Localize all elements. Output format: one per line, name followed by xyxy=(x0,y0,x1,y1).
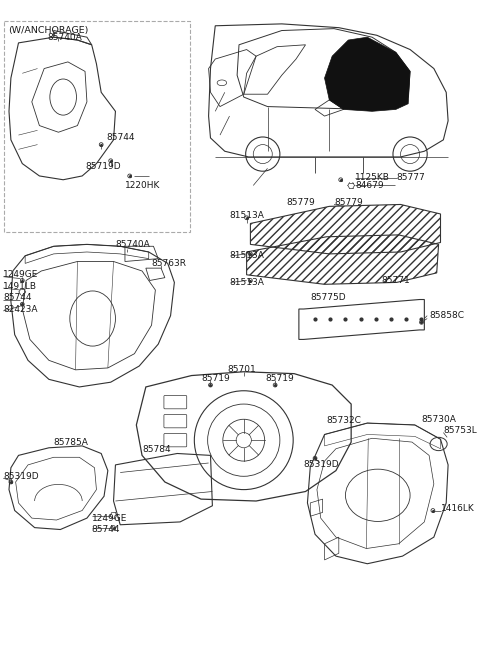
Text: 81513A: 81513A xyxy=(229,212,264,220)
Text: 85753L: 85753L xyxy=(444,426,477,435)
Text: 85744: 85744 xyxy=(3,293,32,302)
Text: 1249GE: 1249GE xyxy=(92,514,127,522)
Text: 85775D: 85775D xyxy=(310,293,346,302)
Text: 85319D: 85319D xyxy=(3,472,39,481)
Text: 1416LK: 1416LK xyxy=(441,504,474,513)
Text: 1125KB: 1125KB xyxy=(355,173,390,183)
Text: 85744: 85744 xyxy=(106,133,134,143)
Text: 85732C: 85732C xyxy=(326,416,361,424)
Text: 85730A: 85730A xyxy=(421,415,456,424)
Text: 1249GE: 1249GE xyxy=(3,270,39,279)
Text: (W/ANCHORAGE): (W/ANCHORAGE) xyxy=(8,26,88,35)
Text: 85744: 85744 xyxy=(92,525,120,534)
Text: 1491LB: 1491LB xyxy=(3,282,37,290)
Text: 85785A: 85785A xyxy=(54,438,88,447)
Text: 82423A: 82423A xyxy=(3,304,38,313)
Text: 85763R: 85763R xyxy=(152,259,187,268)
Text: 85740A: 85740A xyxy=(116,240,150,249)
Text: 85779: 85779 xyxy=(287,198,315,207)
Text: 84679: 84679 xyxy=(355,181,384,190)
Text: 1220HK: 1220HK xyxy=(125,181,160,190)
Text: 85779: 85779 xyxy=(334,198,363,207)
Text: 81513A: 81513A xyxy=(229,278,264,287)
Text: 85858C: 85858C xyxy=(429,311,464,320)
Text: 85719: 85719 xyxy=(201,374,230,383)
Text: 85784: 85784 xyxy=(142,445,171,454)
Text: 85777: 85777 xyxy=(397,173,426,183)
Text: 81513A: 81513A xyxy=(229,251,264,260)
Text: 85719: 85719 xyxy=(265,374,294,383)
Text: 85740A: 85740A xyxy=(47,33,82,41)
Text: 85719D: 85719D xyxy=(85,162,120,171)
Text: 85319D: 85319D xyxy=(304,461,339,469)
Polygon shape xyxy=(324,37,410,111)
Text: 85771: 85771 xyxy=(382,276,410,285)
Text: 85701: 85701 xyxy=(228,365,256,374)
